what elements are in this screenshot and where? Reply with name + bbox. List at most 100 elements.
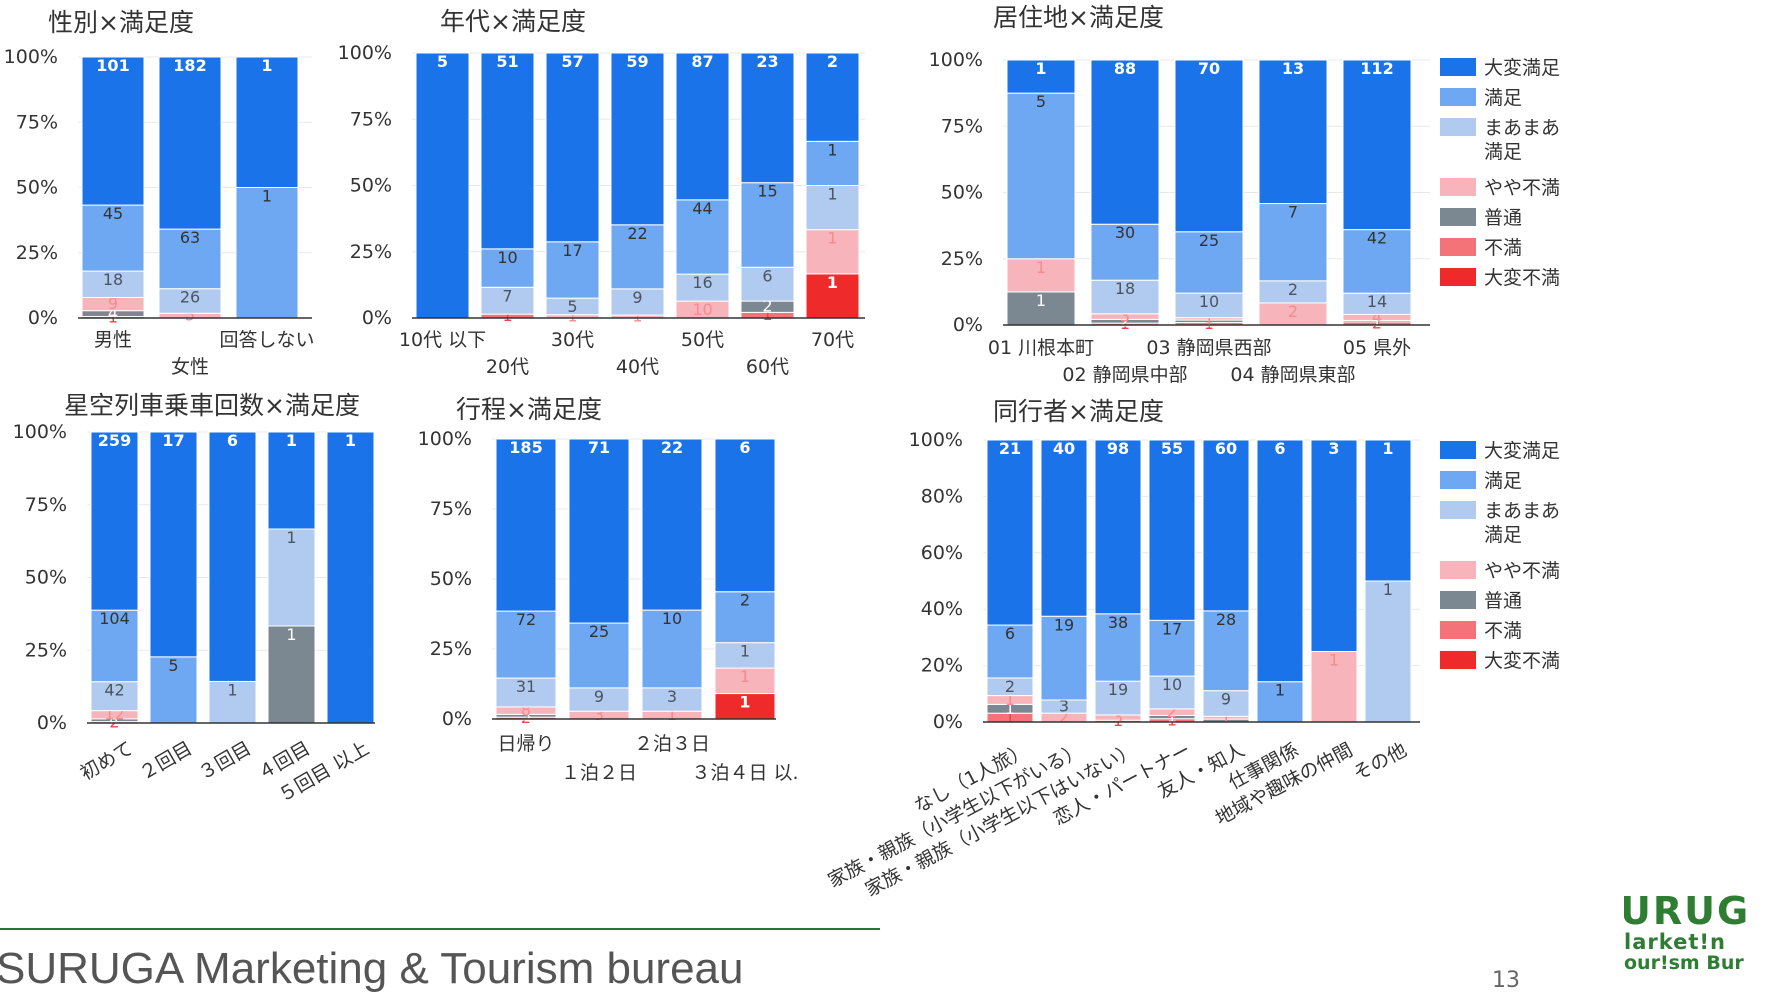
bar-segment <box>1174 292 1244 319</box>
data-label: 87 <box>691 52 713 71</box>
y-tick-label: 0% <box>442 708 472 730</box>
brand-logo: URUG larket!n our!sm Bur <box>1624 892 1767 1002</box>
y-tick-label: 20% <box>921 655 963 677</box>
legend-label: まあまあ <box>1484 117 1560 139</box>
data-label: 22 <box>627 224 647 243</box>
data-label: 1 <box>1005 690 1015 709</box>
data-label: 1 <box>739 693 750 712</box>
legend-label: まあまあ <box>1484 500 1560 522</box>
x-tick-label: ２回目 <box>136 737 196 785</box>
y-tick-label: 0% <box>37 712 67 734</box>
data-label: 1 <box>1204 311 1214 330</box>
data-label: 88 <box>1114 59 1136 78</box>
data-label: 55 <box>1161 439 1183 458</box>
data-label: 21 <box>999 439 1021 458</box>
data-label: 19 <box>1054 615 1074 634</box>
data-label: 5 <box>168 656 178 675</box>
data-label: 40 <box>1053 439 1075 458</box>
data-label: 3 <box>667 687 677 706</box>
data-label: 7 <box>1288 203 1298 222</box>
legend-label: 大変不満 <box>1484 650 1560 672</box>
legend-swatch <box>1440 58 1476 76</box>
x-tick-label: ３回目 <box>195 737 255 785</box>
data-label: 1 <box>1167 710 1177 729</box>
chart-3: 居住地×満足度0%25%50%75%100%115112318308811110… <box>929 3 1430 386</box>
data-label: 1 <box>1036 291 1046 310</box>
bar-segment <box>149 431 198 658</box>
data-label: 42 <box>1367 229 1387 248</box>
bar-segment <box>158 56 222 230</box>
legend-swatch <box>1440 591 1476 609</box>
bar-segment <box>1006 258 1076 293</box>
bar-segment <box>1342 229 1412 294</box>
data-label: 7 <box>502 286 512 305</box>
bar-segment <box>235 187 299 319</box>
data-label: 10 <box>1199 292 1219 311</box>
data-label: 1 <box>1005 699 1015 718</box>
data-label: 1 <box>740 642 750 661</box>
data-label: 2 <box>1288 302 1298 321</box>
x-tick-label: 05 県外 <box>1343 337 1411 359</box>
bar-segment <box>1148 675 1196 710</box>
bar-segment <box>1094 680 1142 716</box>
data-label: 23 <box>756 52 778 71</box>
legend-swatch <box>1440 208 1476 226</box>
data-label: 1 <box>262 187 272 206</box>
legend-label: 大変満足 <box>1484 440 1560 462</box>
y-tick-label: 60% <box>921 542 963 564</box>
data-label: 15 <box>757 182 777 201</box>
data-label: 9 <box>632 288 642 307</box>
bar-segment <box>1040 439 1088 617</box>
data-label: 45 <box>103 204 123 223</box>
legend-swatch <box>1440 268 1476 286</box>
data-label: 18 <box>103 270 123 289</box>
y-tick-label: 75% <box>25 494 67 516</box>
logo-line-3: our!sm Bur <box>1624 952 1744 974</box>
data-label: 70 <box>1198 59 1220 78</box>
bar-segment <box>90 431 139 611</box>
data-label: 51 <box>496 52 518 71</box>
legend-swatch <box>1440 178 1476 196</box>
bar-segment <box>675 199 730 275</box>
chart-5: 行程×満足度0%25%50%75%100%2383172185392571131… <box>418 395 799 784</box>
x-tick-label: 回答しない <box>219 329 314 351</box>
legend-label: 普通 <box>1484 590 1522 612</box>
bar-segment <box>81 204 145 272</box>
bar-segment <box>1090 59 1160 225</box>
data-label: 10 <box>1162 675 1182 694</box>
x-tick-label: 20代 <box>486 356 529 378</box>
footer-divider <box>0 928 880 930</box>
y-tick-label: 75% <box>16 111 58 133</box>
bar-segment <box>480 52 535 250</box>
data-label: 2 <box>1167 702 1177 721</box>
x-tick-label: １泊２日 <box>561 762 637 784</box>
y-tick-label: 25% <box>430 638 472 660</box>
data-label: 59 <box>626 52 648 71</box>
bar-segment <box>81 56 145 206</box>
x-tick-label: 女性 <box>171 356 209 378</box>
x-tick-label: 30代 <box>551 329 594 351</box>
bar-segment <box>1256 681 1304 723</box>
data-label: 1 <box>1167 707 1177 726</box>
bar-segment <box>675 52 730 201</box>
data-label: 1 <box>740 667 750 686</box>
data-label: 14 <box>1367 292 1387 311</box>
bar-segment <box>986 624 1034 679</box>
bar-segment <box>1364 580 1412 723</box>
chart-title: 星空列車乗車回数×満足度 <box>64 391 360 420</box>
data-label: 1 <box>827 140 837 159</box>
data-label: 28 <box>1216 610 1236 629</box>
data-label: 1 <box>1221 708 1231 727</box>
data-label: 1 <box>1221 711 1231 730</box>
bar-segment <box>1148 439 1196 621</box>
data-label: 2 <box>740 591 750 610</box>
data-label: 25 <box>589 622 609 641</box>
y-tick-label: 0% <box>933 711 963 733</box>
data-label: 1 <box>567 306 577 325</box>
data-label: 16 <box>692 273 712 292</box>
data-label: 1 <box>286 528 296 547</box>
x-tick-label: 40代 <box>616 356 659 378</box>
chart-title: 行程×満足度 <box>456 395 602 424</box>
bar-segment <box>714 591 776 644</box>
